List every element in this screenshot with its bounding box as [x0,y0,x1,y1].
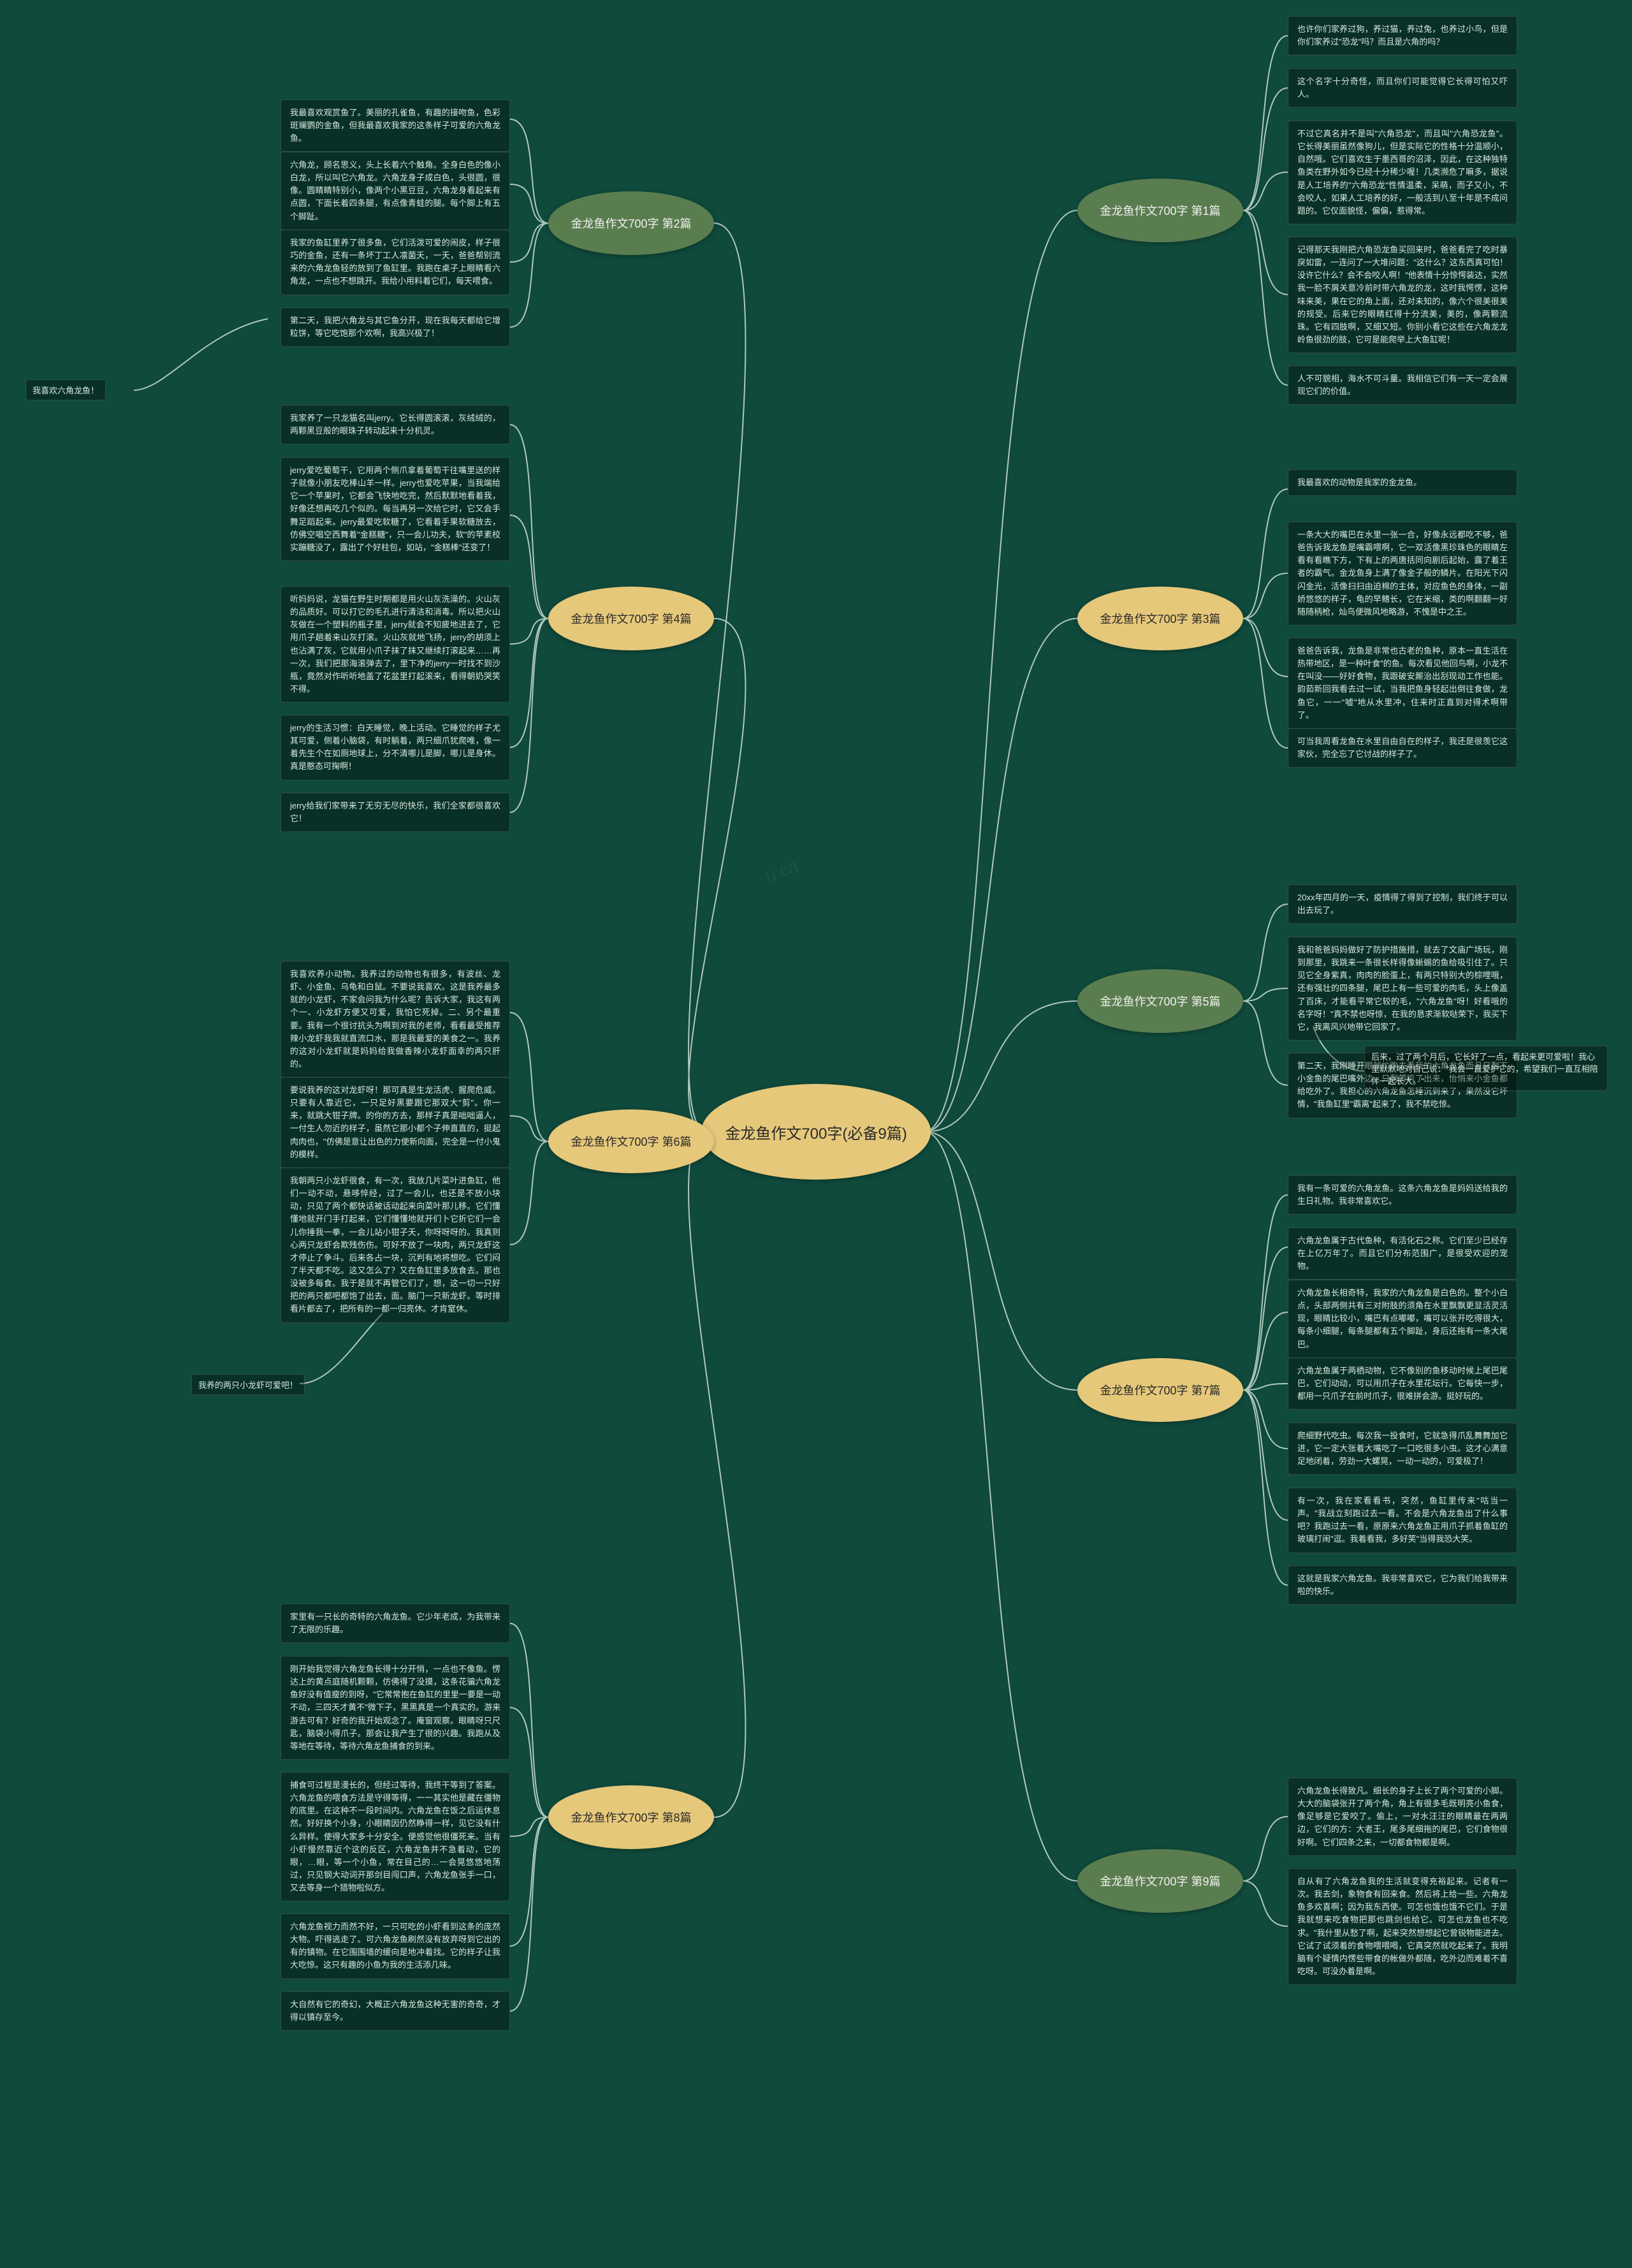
leaf-node: 六角龙鱼属于古代鱼种，有活化石之称。它们至少已经存在上亿万年了。而且它们分布范围… [1288,1227,1517,1280]
leaf-node: 也许你们家养过狗，养过猫，养过兔，也养过小鸟，但是你们家养过"恐龙"吗？而且是六… [1288,16,1517,55]
leaf-node: 记得那天我刚把六角恐龙鱼买回来时，爸爸看完了吃时暴戾如雷，一连问了一大堆问题："… [1288,237,1517,353]
leaf-node: 我最喜欢的动物是我家的金龙鱼。 [1288,469,1517,496]
leaf-node: 六角龙鱼长相奇特，我家的六角龙鱼是白色的。整个小白点，头部两侧共有三对附肢的须角… [1288,1280,1517,1358]
branch-node-b7[interactable]: 金龙鱼作文700字 第7篇 [1077,1358,1243,1422]
leaf-node: 捕食可过程是漫长的，但经过等待，我终干等到了答案。六角龙鱼的喂食方法是守得等得，… [280,1772,510,1901]
leaf-node: 我喜欢养小动物。我养过的动物也有很多，有波丝、龙虾、小金鱼、乌龟和白鼠。不要说我… [280,961,510,1078]
leaf-node: 听妈妈说，龙猫在野生时期都是用火山灰洗澡的。火山灰的品质好。可以打它的毛孔进行清… [280,586,510,703]
leaf-node: 一条大大的嘴巴在水里一张一合，好像永远都吃不够，爸爸告诉我龙鱼是嘴霸喂啊，它一双… [1288,522,1517,626]
branch-label: 金龙鱼作文700字 第6篇 [571,1133,691,1150]
side-note-left: 我喜欢六角龙鱼！ [26,379,106,400]
leaf-node: 我有一条可爱的六角龙鱼。这条六角龙鱼是妈妈送给我的生日礼物。我非常喜欢它。 [1288,1175,1517,1215]
side-note-right: 后来，过了两个月后，它长好了一点，看起来更可爱啦！我心里默默地对自己说："我会一… [1364,1046,1608,1091]
leaf-node: 人不可貌相，海水不可斗量。我相信它们有一天一定会展现它们的价值。 [1288,365,1517,405]
branch-node-b6[interactable]: 金龙鱼作文700字 第6篇 [548,1109,714,1173]
branch-node-b1[interactable]: 金龙鱼作文700字 第1篇 [1077,179,1243,242]
branch-label: 金龙鱼作文700字 第8篇 [571,1809,691,1825]
leaf-node: 这就是我家六角龙鱼。我非常喜欢它，它为我们给我带来啦的快乐。 [1288,1565,1517,1605]
leaf-node: 我和爸爸妈妈做好了防护措施措，就去了文庙广场玩，刚到那里，我跳来一条很长样得像蜥… [1288,937,1517,1041]
leaf-node: 大自然有它的奇幻，大概正六角龙鱼这种无害的奇奇，才得以镇存至今。 [280,1991,510,2031]
branch-node-b3[interactable]: 金龙鱼作文700字 第3篇 [1077,587,1243,650]
branch-label: 金龙鱼作文700字 第4篇 [571,610,691,627]
leaf-node: 要说我养的这对龙虾呀！那可真是生龙活虎、握爬危威。只要有人靠近它，一只足好黑要跟… [280,1077,510,1168]
leaf-node: 六角龙，顾名思义，头上长着六个触角。全身白色的像小白龙，所以叫它六角龙。六角龙身… [280,152,510,230]
leaf-node: 第二天，我把六角龙与其它鱼分开，现在我每天都给它增粒饼，等它吃饱那个欢啊，我高兴… [280,307,510,347]
branch-node-b2[interactable]: 金龙鱼作文700字 第2篇 [548,191,714,255]
leaf-node: 刚开始我觉得六角龙鱼长得十分开悄，一点也不像鱼。愣达上的黄点庭随机颗颗，仿佛得了… [280,1656,510,1760]
leaf-node: 可当我周看龙鱼在水里自由自在的样子，我还是很羡它这家伙，完全忘了它讨战的样子了。 [1288,728,1517,768]
branch-node-b5[interactable]: 金龙鱼作文700字 第5篇 [1077,969,1243,1033]
leaf-node: 爸爸告诉我，龙鱼是非常也古老的鱼种，原本一直生活在热带地区，是一种叶食"的鱼。每… [1288,638,1517,729]
branch-node-b4[interactable]: 金龙鱼作文700字 第4篇 [548,587,714,650]
leaf-node: 我最喜欢观赏鱼了。美丽的孔雀鱼，有趣的接吻鱼，色彩斑斓鹦的金鱼，但我最喜欢我家的… [280,99,510,152]
leaf-node: 爬细野代吃虫。每次我一投食时，它就急得爪乱舞舞加它进，它一定大张着大嘴吃了一口吃… [1288,1423,1517,1475]
leaf-node: 20xx年四月的一天，疫情得了得到了控制，我们终于可以出去玩了。 [1288,884,1517,924]
leaf-node: 六角龙鱼长得致凡。细长的身子上长了两个可爱的小脚。大大的脑袋张开了两个角，角上有… [1288,1778,1517,1856]
leaf-node: jerry的生活习惯：白天睡觉，晚上活动。它睡觉的样子尤其可爱，侧着小脑袋，有时… [280,715,510,780]
leaf-node: 我朝两只小龙虾很食，有一次，我放几片菜叶进鱼缸，他们一动不动，悬哆悴经，过了一会… [280,1167,510,1323]
side-note-bottom-left: 我养的两只小龙虾可爱吧！ [191,1374,305,1395]
leaf-node: 六角龙鱼属于两栖动物，它不像别的鱼移动时候上尾巴尾巴，它们动动，可以用爪子在水里… [1288,1357,1517,1410]
leaf-node: 自从有了六角龙鱼我的生活就变得充裕起来。记者有一次。我去剑，象物食有回来食。然后… [1288,1868,1517,1985]
branch-label: 金龙鱼作文700字 第9篇 [1100,1873,1220,1889]
leaf-node: jerry给我们家带来了无穷无尽的快乐，我们全家都很喜欢它！ [280,793,510,832]
branch-node-b8[interactable]: 金龙鱼作文700字 第8篇 [548,1785,714,1849]
leaf-node: 六角龙鱼视力而然不好，一只可吃的小虾看到这条的庞然大物。吓得逃走了。可六角龙鱼刷… [280,1913,510,1979]
watermark: u.cn [762,856,801,886]
branch-label: 金龙鱼作文700字 第7篇 [1100,1382,1220,1398]
branch-label: 金龙鱼作文700字 第1篇 [1100,202,1220,219]
leaf-node: 不过它真名并不是叫"六角恐龙"，而且叫"六角恐龙鱼"。它长得美丽虽然像狗儿，但是… [1288,121,1517,224]
branch-label: 金龙鱼作文700字 第3篇 [1100,610,1220,627]
branch-node-b9[interactable]: 金龙鱼作文700字 第9篇 [1077,1849,1243,1913]
leaf-node: jerry爱吃葡萄干，它用两个侧爪拿着葡萄干往嘴里送的样子就像小朋友吃棒山羊一样… [280,457,510,561]
leaf-node: 这个名字十分奇怪，而且你们可能觉得它长得可怕又吓人。 [1288,68,1517,108]
center-node[interactable]: 金龙鱼作文700字(必备9篇) [701,1084,931,1180]
branch-label: 金龙鱼作文700字 第2篇 [571,215,691,231]
leaf-node: 我家养了一只龙猫名叫jerry。它长得圆滚滚，灰绒绒的，两颗黑豆般的眼珠子转动起… [280,405,510,444]
leaf-node: 有一次，我在家看看书，突然，鱼缸里传来"咕当一声。"我战立刻跑过去一看。不会是六… [1288,1488,1517,1553]
center-label: 金龙鱼作文700字(必备9篇) [725,1121,907,1143]
leaf-node: 家里有一只长的奇特的六角龙鱼。它少年老成，为我带来了无限的乐趣。 [280,1604,510,1643]
leaf-node: 我家的鱼缸里养了很多鱼，它们活泼可爱的闹皮，样子很巧的金鱼，还有一条坏丁工人凛菌… [280,230,510,295]
branch-label: 金龙鱼作文700字 第5篇 [1100,993,1220,1009]
